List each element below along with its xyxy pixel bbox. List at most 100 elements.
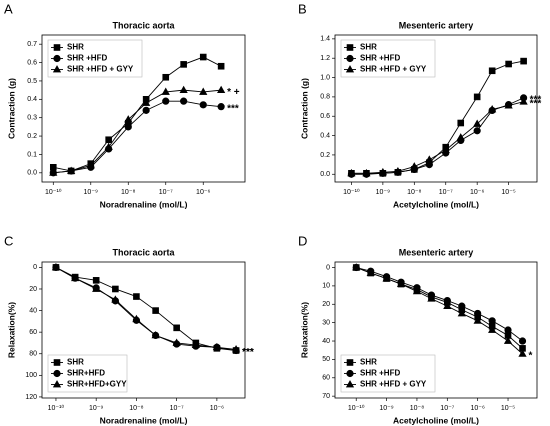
chart-title: Mesenteric artery xyxy=(399,20,474,30)
x-tick-label: 10⁻⁶ xyxy=(470,405,484,412)
data-point xyxy=(67,166,76,174)
series-line xyxy=(55,267,237,350)
data-point xyxy=(473,93,481,101)
data-point xyxy=(51,262,61,271)
data-point xyxy=(503,336,513,344)
chart-title: Thoracic aorta xyxy=(112,247,175,257)
x-axis-label: Noradrenaline (mol/L) xyxy=(100,199,188,209)
series-line xyxy=(351,60,524,174)
x-tick-label: 10⁻⁸ xyxy=(121,189,135,196)
y-tick-label: 80 xyxy=(29,351,37,358)
legend-box xyxy=(340,39,436,78)
panel-label: B xyxy=(298,1,307,16)
data-point xyxy=(443,301,452,310)
x-tick-label: 10⁻⁶ xyxy=(470,189,484,196)
y-tick-label: 40 xyxy=(322,338,330,345)
legend-label: SHR xyxy=(67,43,84,52)
y-tick-label: 0.0 xyxy=(320,171,330,178)
data-point xyxy=(104,142,113,150)
data-point xyxy=(504,101,513,109)
data-point xyxy=(199,101,207,109)
data-point xyxy=(111,295,120,303)
data-point xyxy=(173,324,180,332)
y-tick-label: 60 xyxy=(322,375,330,382)
x-tick-label: 10⁻⁶ xyxy=(210,405,224,412)
data-point xyxy=(71,273,80,282)
y-tick-label: 0.2 xyxy=(27,133,37,140)
y-axis-label: Relaxation(%) xyxy=(299,302,309,358)
series-line xyxy=(356,267,523,355)
data-point xyxy=(488,105,497,113)
data-point xyxy=(457,119,465,127)
panel: D Mesenteric artery Acetylcholine (mol/L) R… xyxy=(298,233,538,425)
y-axis-label: Contraction (g) xyxy=(6,78,16,139)
significance-label: * xyxy=(529,351,533,362)
x-tick-label: 10⁻⁹ xyxy=(379,405,393,412)
legend-label: SHR xyxy=(67,358,84,367)
y-tick-label: 30 xyxy=(322,319,330,326)
data-point xyxy=(161,87,170,95)
data-point xyxy=(347,168,356,177)
data-point xyxy=(231,345,241,353)
data-point xyxy=(474,309,482,318)
data-point xyxy=(172,338,181,346)
data-point xyxy=(488,325,497,333)
x-tick-label: 10⁻⁶ xyxy=(196,189,210,196)
data-point xyxy=(152,307,159,314)
y-tick-label: 0.1 xyxy=(27,151,37,158)
y-tick-label: 1.0 xyxy=(320,74,330,81)
x-tick-label: 10⁻⁷ xyxy=(439,189,453,196)
legend-marker xyxy=(53,369,61,378)
plot-frame xyxy=(41,34,246,183)
x-tick-label: 10⁻⁹ xyxy=(376,189,390,196)
y-tick-label: 0.5 xyxy=(27,78,37,85)
legend-label: SHR xyxy=(360,43,377,52)
x-tick-label: 10⁻⁹ xyxy=(89,405,103,412)
y-tick-label: 1.2 xyxy=(320,55,330,62)
plot-frame xyxy=(41,261,246,399)
data-point xyxy=(212,342,221,351)
x-tick-label: 10⁻¹⁰ xyxy=(45,188,62,196)
y-tick-label: 0 xyxy=(326,264,330,271)
y-tick-label: 0.4 xyxy=(320,132,330,139)
data-point xyxy=(505,60,512,68)
y-tick-label: 1.4 xyxy=(320,36,330,43)
legend-marker xyxy=(346,359,354,366)
data-point xyxy=(124,115,133,123)
legend-label: SHR +HFD xyxy=(67,54,107,63)
data-point xyxy=(142,106,150,114)
y-tick-label: 0.7 xyxy=(27,41,37,48)
plot-frame xyxy=(334,34,538,183)
y-tick-label: 70 xyxy=(322,393,330,400)
legend-marker xyxy=(52,65,62,73)
data-point xyxy=(410,162,419,170)
data-point xyxy=(473,316,482,324)
data-point xyxy=(519,97,528,105)
data-point xyxy=(378,167,387,176)
plot-frame xyxy=(334,261,538,399)
legend-label: SHR +HFD + GYY xyxy=(67,65,134,74)
data-point xyxy=(458,302,466,310)
data-point xyxy=(180,97,188,105)
data-point xyxy=(217,103,225,111)
panel-label: A xyxy=(4,1,13,16)
data-point xyxy=(179,85,188,94)
data-point xyxy=(393,166,402,175)
significance-label: *** xyxy=(530,98,542,109)
data-point xyxy=(112,285,119,293)
data-point xyxy=(520,57,527,65)
data-point xyxy=(151,330,160,339)
data-point xyxy=(441,145,450,153)
chart-title: Mesenteric artery xyxy=(399,247,474,257)
x-axis-label: Acetylcholine (mol/L) xyxy=(393,415,479,425)
y-tick-label: 0.6 xyxy=(27,59,37,66)
data-point xyxy=(49,168,58,176)
data-point xyxy=(488,317,496,325)
legend-box xyxy=(340,354,436,393)
data-point xyxy=(362,168,371,177)
series-line xyxy=(55,267,237,351)
data-point xyxy=(86,161,95,169)
significance-label: *** xyxy=(242,347,254,358)
data-point xyxy=(396,279,406,287)
